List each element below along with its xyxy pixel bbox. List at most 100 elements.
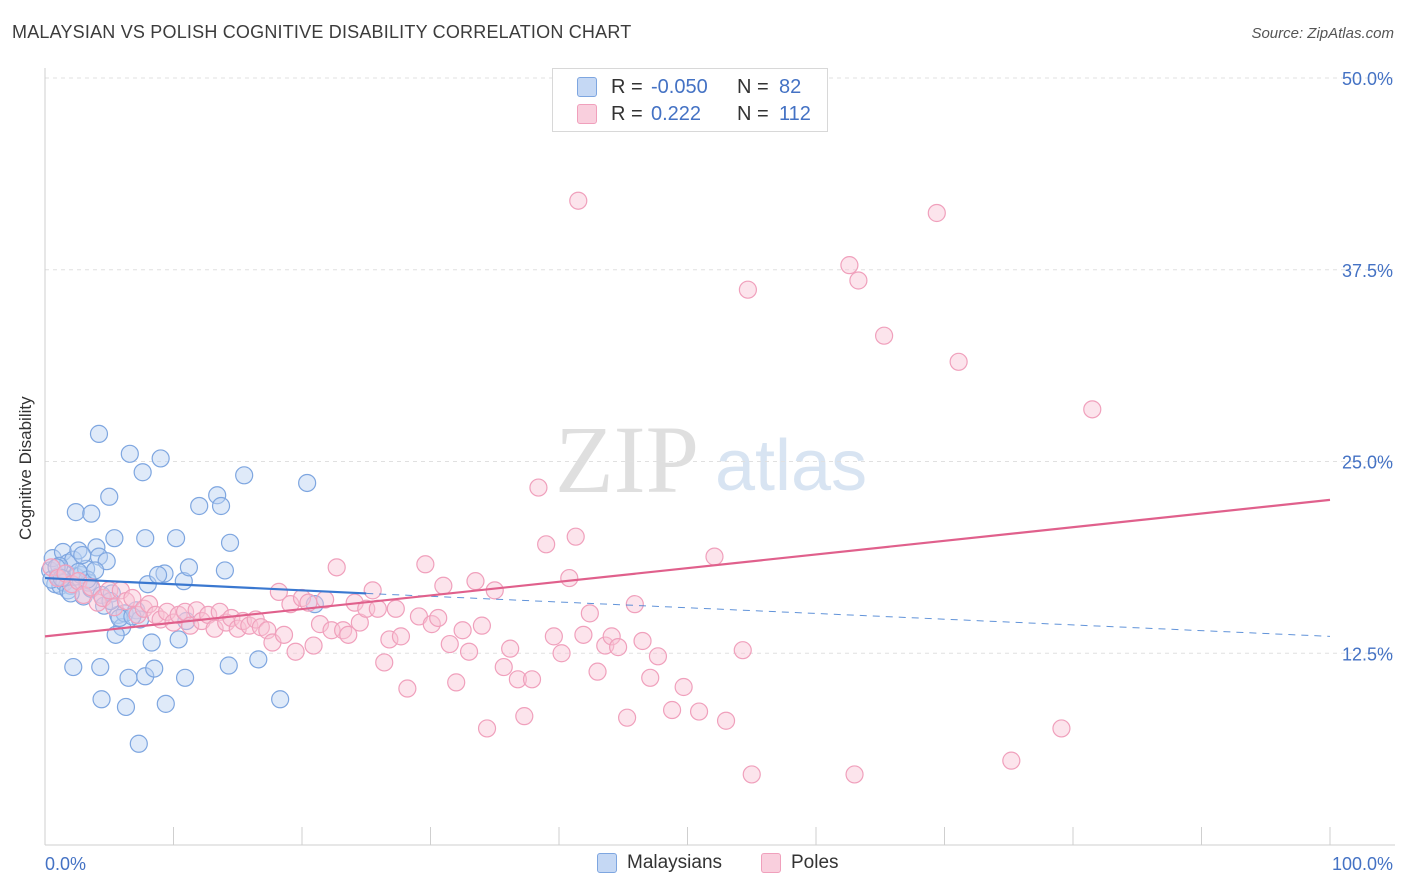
poles-point: [157, 602, 177, 621]
poles-point: [501, 639, 520, 658]
poles-point: [472, 616, 491, 635]
poles-point: [522, 670, 542, 689]
poles-point: [494, 657, 513, 677]
poles-point: [82, 578, 101, 597]
poles-point: [544, 627, 563, 646]
poles-point: [368, 599, 387, 618]
malaysians-point: [166, 529, 186, 548]
malaysians-point: [91, 657, 110, 677]
poles-point: [485, 581, 504, 600]
malaysians-point: [106, 625, 125, 644]
malaysians-point: [179, 558, 199, 577]
malaysians-point: [66, 503, 85, 522]
poles-point: [733, 641, 752, 660]
poles-point: [304, 636, 323, 655]
poles-point: [845, 765, 864, 784]
malaysians-trend-extension: [366, 592, 1331, 637]
malaysians-point: [145, 659, 164, 678]
poles-point: [560, 568, 579, 588]
poles-point: [529, 478, 548, 497]
poles-point: [459, 642, 479, 661]
n-label: N =: [737, 102, 769, 125]
malaysians-point: [100, 487, 119, 506]
poles-point: [105, 598, 124, 617]
poles-point: [569, 191, 588, 210]
poles-point: [466, 572, 485, 591]
poles-point: [927, 203, 946, 223]
poles-point: [375, 653, 394, 672]
malaysians-point: [136, 529, 155, 548]
malaysians-point: [86, 561, 105, 580]
legend-item-malaysians[interactable]: Malaysians: [597, 852, 722, 874]
poles-point: [205, 619, 224, 638]
poles-point: [447, 673, 466, 692]
malaysians-point: [271, 690, 290, 709]
poles-point: [210, 602, 229, 621]
malaysians-point: [190, 496, 209, 516]
poles-point: [574, 625, 593, 644]
malaysians-trend-line: [44, 576, 367, 595]
axes: [44, 68, 1395, 846]
malaysians-point: [169, 630, 188, 649]
malaysians-point: [133, 463, 152, 482]
malaysians-point: [92, 690, 111, 709]
poles-point: [380, 630, 399, 649]
poles-point: [949, 352, 968, 371]
poles-point: [580, 604, 599, 623]
poles-point: [434, 576, 453, 595]
r-label: R =: [611, 102, 643, 125]
poles-point: [281, 595, 300, 614]
malaysians-point: [249, 650, 268, 669]
r-value: 0.222: [651, 102, 702, 125]
poles-point: [327, 558, 346, 577]
poles-point: [648, 647, 668, 666]
malaysians-swatch: [577, 77, 597, 97]
poles-point: [477, 719, 497, 738]
legend-item-poles[interactable]: Poles: [761, 852, 839, 874]
y-tick-label: 50.0%: [1342, 69, 1393, 89]
poles-point: [1052, 719, 1071, 738]
malaysians-point: [298, 473, 317, 493]
malaysians-point: [211, 496, 231, 516]
malaysians-point: [219, 656, 238, 675]
poles-swatch: [577, 104, 597, 124]
poles-point: [566, 527, 585, 546]
poles-point: [689, 702, 709, 721]
malaysians-point: [235, 466, 254, 485]
poles-point: [705, 547, 724, 566]
poles-point: [386, 599, 405, 618]
malaysians-point: [82, 504, 101, 523]
malaysians-point: [53, 542, 73, 562]
poles-point: [274, 625, 294, 644]
r-label: R =: [611, 75, 643, 98]
malaysians-point: [215, 561, 234, 580]
legend-row-malaysians: R = -0.050 N = 82: [577, 75, 801, 99]
watermark-zip: ZIP: [555, 406, 699, 513]
poles-point: [391, 627, 411, 646]
malaysians-swatch: [597, 853, 617, 873]
poles-point: [618, 708, 637, 727]
poles-point: [840, 256, 859, 275]
poles-point: [674, 677, 693, 697]
watermark-atlas: atlas: [715, 426, 867, 506]
poles-point: [641, 668, 660, 687]
n-value: 112: [779, 102, 811, 125]
poles-point: [363, 581, 382, 600]
poles-trend-line: [44, 498, 1331, 638]
y-tick-label: 25.0%: [1342, 453, 1393, 473]
poles-point: [1002, 751, 1021, 770]
poles-point: [1083, 400, 1102, 419]
poles-point: [139, 595, 159, 614]
poles-point: [662, 700, 682, 720]
source-credit: Source: ZipAtlas.com: [1251, 25, 1394, 42]
malaysians-point: [116, 697, 136, 717]
y-tick-label: 37.5%: [1342, 261, 1393, 281]
malaysians-point: [120, 444, 139, 463]
malaysians-point: [89, 424, 109, 443]
poles-point: [429, 608, 448, 628]
poles-point: [875, 326, 894, 345]
poles-point: [625, 595, 644, 614]
malaysians-point: [142, 633, 161, 652]
malaysians-point: [151, 449, 170, 468]
